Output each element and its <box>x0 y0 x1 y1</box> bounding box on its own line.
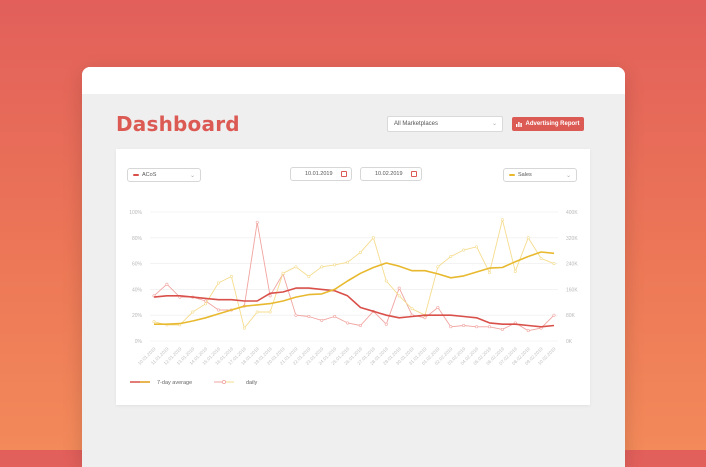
app-window: Dashboard All Marketplaces ⌄ Advertising… <box>82 67 625 467</box>
y-left-tick-label: 20% <box>132 313 143 319</box>
legend-daily-label: daily <box>246 380 258 386</box>
legend-daily-marker <box>222 379 227 384</box>
date-to-input[interactable]: 10.02.2019 <box>360 167 422 181</box>
acos-daily-point <box>423 316 427 320</box>
acos-daily-point <box>333 314 337 318</box>
sales-daily-point <box>320 265 324 269</box>
acos-daily-point <box>449 325 453 329</box>
marketplace-select-value: All Marketplaces <box>394 121 439 127</box>
chevron-down-icon: ⌄ <box>491 121 497 127</box>
sales-daily-point <box>500 218 504 222</box>
sales-daily-line <box>153 219 555 329</box>
marketplace-select[interactable]: All Marketplaces ⌄ <box>387 116 503 132</box>
acos-daily-point <box>320 318 324 322</box>
sales-daily-point <box>268 310 272 314</box>
sales-swatch-icon <box>509 174 515 176</box>
sales-daily-point <box>371 236 375 240</box>
sales-daily-point <box>358 250 362 254</box>
acos-swatch-icon <box>133 174 139 176</box>
y-right-tick-label: 320K <box>566 236 578 242</box>
advertising-report-label: Advertising Report <box>525 121 580 127</box>
y-left-tick-label: 80% <box>132 236 143 242</box>
acos-daily-point <box>165 282 169 286</box>
date-to-value: 10.02.2019 <box>375 171 403 177</box>
sales-daily-point <box>552 262 556 266</box>
sales-avg-line <box>154 251 555 325</box>
sales-daily-point <box>475 245 479 249</box>
chart-card: ACoS ⌄ 10.01.2019 10.02.2019 Sales ⌄ 0% 2… <box>116 149 590 405</box>
y-right-tick-label: 400K <box>566 210 578 216</box>
acos-daily-point <box>475 325 479 329</box>
sales-daily-point <box>410 307 414 311</box>
acos-avg-line <box>153 287 555 328</box>
y-right-tick-label: 240K <box>566 262 578 268</box>
y-left-tick-label: 0% <box>135 339 143 345</box>
sales-daily-point <box>526 236 530 240</box>
y-left-tick-label: 100% <box>129 210 142 216</box>
acos-daily-point <box>500 327 504 331</box>
page-title: Dashboard <box>116 112 240 136</box>
sales-daily-point <box>346 260 350 264</box>
acos-daily-point <box>307 314 311 318</box>
calendar-icon <box>341 171 347 177</box>
bar-chart-icon <box>516 122 523 127</box>
metric-left-value: ACoS <box>142 172 157 178</box>
sales-daily-point <box>229 275 233 279</box>
metric-right-value: Sales <box>518 172 532 178</box>
y-right-tick-label: 160K <box>566 287 578 293</box>
sales-daily-point <box>294 265 298 269</box>
acos-daily-point <box>436 305 440 309</box>
sales-daily-point <box>333 263 337 267</box>
y-right-tick-label: 0K <box>566 339 573 345</box>
sales-daily-point <box>384 279 388 283</box>
sales-daily-point <box>255 310 259 314</box>
sales-daily-point <box>152 320 156 324</box>
y-left-tick-label: 40% <box>132 287 143 293</box>
acos-daily-point <box>552 313 556 317</box>
acos-daily-point <box>346 321 350 325</box>
date-from-value: 10.01.2019 <box>305 171 333 177</box>
acos-daily-point <box>462 324 466 328</box>
legend-avg-label: 7-day average <box>157 380 192 386</box>
acos-daily-point <box>526 329 530 333</box>
acos-daily-point <box>384 322 388 326</box>
sales-daily-point <box>436 265 440 269</box>
y-right-tick-label: 80K <box>566 313 576 319</box>
calendar-icon <box>411 171 417 177</box>
sales-daily-point <box>397 294 401 298</box>
acos-daily-point <box>294 313 298 317</box>
chevron-down-icon: ⌄ <box>565 173 571 179</box>
date-from-input[interactable]: 10.01.2019 <box>290 167 352 181</box>
sales-daily-point <box>204 302 208 306</box>
acos-daily-point <box>397 286 401 290</box>
sales-daily-point <box>449 255 453 259</box>
acos-daily-point <box>204 299 208 303</box>
sales-daily-point <box>191 310 195 314</box>
sales-daily-point <box>513 269 517 273</box>
acos-daily-point <box>217 308 221 312</box>
sales-daily-point <box>462 248 466 252</box>
sales-daily-point <box>307 275 311 279</box>
sales-daily-point <box>281 271 285 275</box>
acos-daily-point <box>255 220 259 224</box>
sales-daily-point <box>217 281 221 285</box>
window-titlebar <box>82 67 625 94</box>
sales-daily-point <box>242 326 246 330</box>
acos-daily-point <box>358 324 362 328</box>
acos-daily-point <box>487 325 491 329</box>
acos-daily-line <box>153 221 555 332</box>
sales-daily-point <box>539 256 543 260</box>
advertising-report-button[interactable]: Advertising Report <box>512 117 584 131</box>
line-chart: 0% 20% 40% 60% 80% 100% 0K 80K 160K 240K 320K 400K… <box>129 210 578 386</box>
metric-left-select[interactable]: ACoS ⌄ <box>127 168 201 182</box>
y-left-tick-label: 60% <box>132 262 143 268</box>
sales-daily-point <box>487 271 491 275</box>
metric-right-select[interactable]: Sales ⌄ <box>503 168 577 182</box>
acos-daily-point <box>268 294 272 298</box>
chevron-down-icon: ⌄ <box>189 173 195 179</box>
